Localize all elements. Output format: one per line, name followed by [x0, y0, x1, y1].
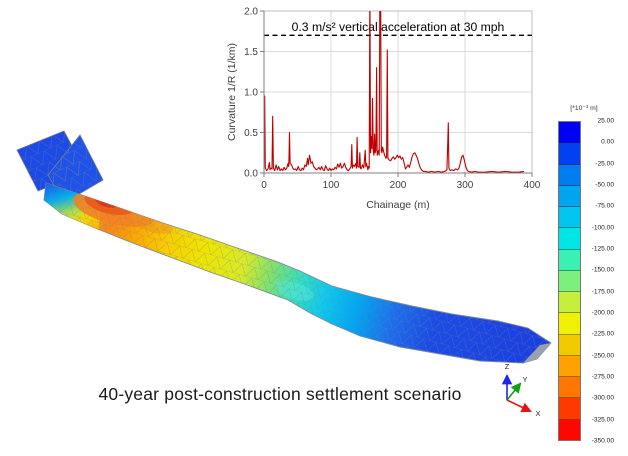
legend-color-band: [559, 313, 580, 335]
mesh-wings: [16, 130, 104, 204]
legend-color-band: [559, 398, 580, 420]
x-axis-arrow: [506, 399, 532, 413]
svg-text:100: 100: [323, 180, 340, 191]
legend-unit-label: [*10⁻³ m]: [570, 105, 598, 112]
threshold-annotation: 0.3 m/s² vertical acceleration at 30 mph: [292, 20, 505, 34]
svg-text:400: 400: [524, 180, 540, 191]
z-axis-label: Z: [505, 362, 510, 371]
legend-color-band: [559, 122, 580, 144]
curvature-series-line: [264, 11, 525, 173]
mesh-end-face: [523, 343, 551, 363]
legend-value-label: -50.00: [595, 181, 614, 189]
x-axis-label: X: [535, 409, 540, 418]
legend-value-label: -325.00: [591, 416, 614, 424]
svg-text:2.0: 2.0: [244, 7, 258, 18]
legend-value-label: -300.00: [591, 394, 614, 402]
legend-value-label: -25.00: [595, 160, 614, 168]
legend-value-label: -250.00: [591, 352, 614, 360]
x-axis-title: Chainage (m): [366, 199, 430, 211]
figure-caption: 40-year post-construction settlement sce…: [98, 384, 462, 404]
legend-color-band: [559, 377, 580, 399]
chart-gridlines: [264, 11, 532, 173]
legend-value-label: -125.00: [591, 245, 614, 253]
y-axis-label: Y: [522, 375, 527, 384]
legend-value-label: -150.00: [591, 266, 614, 274]
y-axis-title: Curvature 1/R (1/km): [226, 43, 238, 141]
legend-color-band: [559, 334, 580, 356]
legend-value-label: -75.00: [595, 202, 614, 210]
legend-color-band: [559, 185, 580, 208]
legend-color-bar: [558, 121, 581, 441]
svg-text:0: 0: [261, 180, 267, 191]
svg-text:0.5: 0.5: [244, 128, 258, 139]
legend-value-label: -200.00: [591, 309, 614, 317]
axis-tick-labels: 0 100 200 300 400 0.0 0.5 1.0 1.5 2.0: [244, 7, 540, 192]
legend-value-label: 0.00: [601, 138, 614, 146]
legend-color-band: [559, 249, 580, 271]
legend-value-label: -225.00: [591, 330, 614, 338]
legend-color-band: [559, 164, 580, 186]
legend-color-band: [559, 207, 580, 229]
legend-color-band: [559, 419, 580, 440]
legend-value-label: -275.00: [591, 373, 614, 381]
settlement-color-scale: [*10⁻³ m] 25.00 0.00 -25.00 -50.00 -75.00 -10…: [548, 100, 626, 452]
legend-color-band: [559, 143, 580, 165]
svg-text:1.0: 1.0: [244, 88, 258, 99]
legend-value-label: -175.00: [591, 288, 614, 296]
svg-text:300: 300: [457, 180, 474, 191]
y-axis-arrow: [506, 382, 522, 401]
legend-value-label: -350.00: [591, 437, 614, 445]
legend-color-band: [559, 355, 580, 378]
axis-ticks: [260, 10, 533, 177]
legend-color-band: [559, 292, 580, 314]
legend-color-band: [559, 228, 580, 250]
axis-triad: Z Y X: [501, 362, 541, 418]
svg-text:200: 200: [390, 180, 407, 191]
legend-color-band: [559, 270, 580, 293]
legend-value-label: 25.00: [597, 117, 614, 125]
legend-value-label: -100.00: [591, 224, 614, 232]
svg-text:1.5: 1.5: [244, 47, 258, 58]
svg-text:0.0: 0.0: [244, 169, 258, 180]
curvature-chart: 0.3 m/s² vertical acceleration at 30 mph…: [226, 7, 540, 212]
